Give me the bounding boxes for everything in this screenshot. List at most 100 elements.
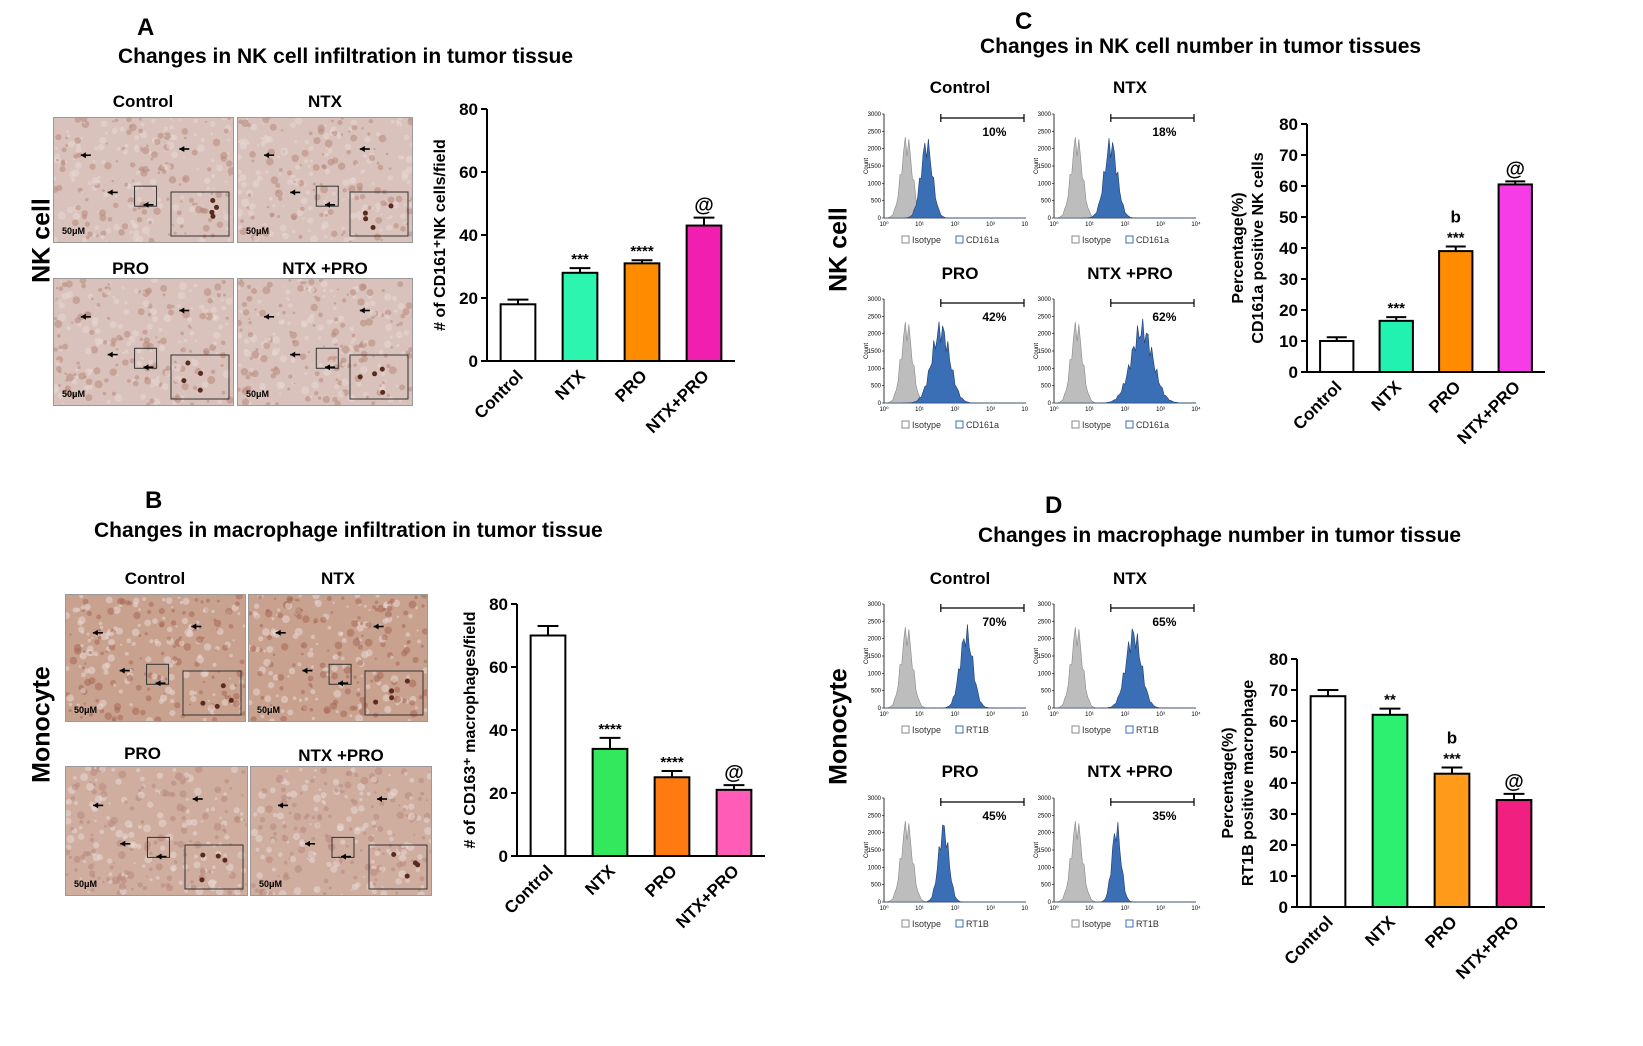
flow-y-label: Count [1034, 842, 1040, 858]
flow-y-label: Count [864, 343, 870, 359]
marker-histogram [1054, 628, 1196, 709]
flow-x-tick: 10² [951, 906, 960, 912]
bar-pro [623, 262, 661, 363]
significance-label-b: b [1451, 207, 1461, 226]
panel-a-title: Changes in NK cell infiltration in tumor… [118, 45, 574, 68]
y-axis-label: # of CD163⁺ macrophages/field [462, 612, 479, 849]
flow-x-tick: 10⁴ [1021, 406, 1031, 413]
flow-x-tick: 10⁴ [1191, 711, 1201, 718]
flow-y-tick: 2000 [868, 831, 882, 837]
significance-label: @ [1505, 158, 1525, 180]
flow-y-tick: 500 [1041, 384, 1052, 390]
x-tick-label: PRO [641, 861, 680, 900]
flow-x-tick: 10² [1121, 222, 1130, 228]
flow-x-tick: 10² [951, 712, 960, 718]
x-tick-label: NTX [1361, 912, 1399, 950]
flow-y-tick: 1000 [868, 671, 882, 677]
flow-y-tick: 2500 [1038, 314, 1052, 320]
significance-label: *** [1447, 229, 1465, 246]
panel-b-img-label-ntx: NTX [321, 569, 355, 588]
bar-pro [1433, 772, 1471, 908]
panel-d-flow-label-pro: PRO [941, 762, 979, 781]
flow-x-tick: 10¹ [1085, 222, 1094, 228]
panel-c-flow-control: Count 3000 2500 2000 1500 1000 500 0 10⁰ 10¹ 10² 10… [858, 100, 1038, 250]
gate-percentage: 62% [1152, 310, 1176, 324]
x-tick-label: Control [1281, 912, 1337, 968]
y-axis-label-line2: CD161a positive NK cells [1250, 152, 1267, 343]
bar-pro [1438, 250, 1474, 374]
error-bar [661, 769, 683, 778]
flow-y-tick: 1500 [868, 164, 882, 170]
flow-y-tick: 0 [1048, 900, 1052, 906]
significance-label: *** [1387, 300, 1405, 317]
flow-x-tick: 10⁴ [1021, 905, 1031, 912]
flow-y-label: Count [864, 648, 870, 664]
panel-b-label: B [145, 487, 163, 514]
isotype-histogram [1053, 137, 1196, 219]
flow-y-tick: 2000 [868, 147, 882, 153]
x-tick-label: PRO [611, 366, 650, 405]
panel-a-img-label-control: Control [112, 92, 174, 111]
panel-a-tissue-ntx: 50μM [237, 117, 413, 243]
significance-label: **** [660, 754, 684, 771]
panel-b-tissue-ntxpro: 50μM [250, 766, 432, 896]
flow-y-tick: 3000 [868, 297, 882, 303]
panel-b-side-label: Monocyte [27, 666, 56, 783]
panel-c-side-label: NK cell [824, 207, 853, 292]
y-tick-label: 60 [1269, 712, 1288, 731]
panel-c-chart: 0 10 20 30 40 50 60 70 80 Percentage(%) CD161a pos… [1225, 110, 1565, 470]
flow-y-tick: 500 [1041, 883, 1052, 889]
panel-b-tissue-pro: 50μM [65, 766, 248, 896]
marker-histogram [884, 624, 1026, 709]
bar-ntx-pro [1497, 183, 1533, 373]
flow-x-tick: 10⁰ [1049, 711, 1059, 718]
panel-d-flow-label-control: Control [929, 569, 991, 588]
legend-marker: RT1B [1136, 919, 1159, 929]
y-axis-label-line2: RT1B positive macrophage [1240, 680, 1257, 886]
error-bar [1503, 792, 1525, 801]
flow-y-tick: 1000 [1038, 181, 1052, 187]
y-tick-label: 40 [1279, 239, 1298, 258]
flow-y-tick: 2500 [868, 813, 882, 819]
panel-c-flow-label-pro: PRO [941, 264, 979, 283]
legend-isotype: Isotype [1082, 919, 1111, 929]
flow-y-tick: 0 [1048, 216, 1052, 222]
y-axis-label: # of CD161⁺NK cells/field [432, 139, 449, 331]
gate-percentage: 35% [1152, 809, 1176, 823]
bar-control [1309, 695, 1347, 909]
flow-y-tick: 1500 [1038, 349, 1052, 355]
flow-y-tick: 0 [1048, 401, 1052, 407]
y-tick-label: 0 [499, 847, 508, 866]
panel-c-flow-label-control: Control [929, 78, 991, 97]
gate-percentage: 10% [982, 125, 1006, 139]
y-axis-label: Percentage(%) [1220, 727, 1237, 838]
flow-y-tick: 2500 [868, 129, 882, 135]
gate-percentage: 70% [982, 615, 1006, 629]
y-tick-label: 60 [489, 658, 508, 677]
marker-histogram [884, 138, 1026, 219]
flow-y-tick: 1500 [868, 654, 882, 660]
flow-x-tick: 10⁰ [1049, 221, 1059, 228]
flow-x-tick: 10³ [986, 407, 995, 413]
scale-bar-label: 50μM [259, 879, 282, 889]
flow-x-tick: 10³ [986, 906, 995, 912]
marker-histogram [1054, 822, 1196, 903]
isotype-histogram [883, 137, 1026, 219]
error-bar [693, 216, 715, 226]
panel-c-flow-pro: Count 3000 2500 2000 1500 1000 500 0 10⁰ 10¹ 10² 10… [858, 285, 1038, 435]
flow-y-tick: 1000 [868, 865, 882, 871]
y-tick-label: 0 [1289, 363, 1298, 382]
scale-bar-label: 50μM [62, 389, 85, 399]
flow-y-tick: 2000 [1038, 332, 1052, 338]
significance-label: **** [598, 721, 622, 738]
flow-y-tick: 500 [871, 689, 882, 695]
scale-bar-label: 50μM [74, 705, 97, 715]
y-tick-label: 30 [1279, 270, 1298, 289]
significance-label: **** [630, 243, 654, 260]
flow-x-tick: 10¹ [915, 222, 924, 228]
marker-histogram [1054, 138, 1196, 219]
flow-y-tick: 2000 [1038, 831, 1052, 837]
panel-b-img-label-pro: PRO [124, 744, 161, 763]
flow-y-tick: 1500 [1038, 164, 1052, 170]
x-tick-label: Control [1289, 377, 1345, 433]
